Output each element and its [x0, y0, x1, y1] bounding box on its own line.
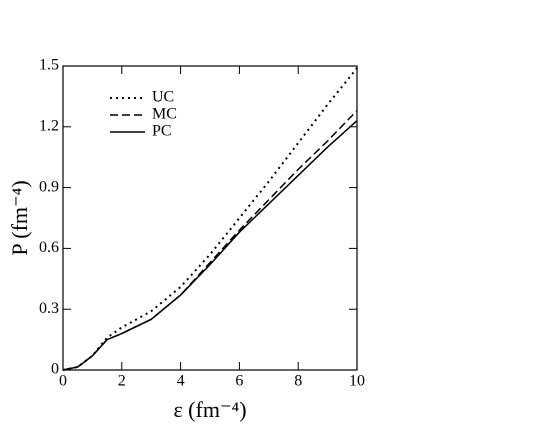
- x-tick-label: 10: [349, 373, 365, 390]
- x-tick-label: 8: [294, 373, 302, 390]
- y-tick-label: 1.2: [39, 117, 59, 134]
- y-tick-label: 0: [51, 361, 59, 378]
- y-tick-label: 0.6: [39, 239, 59, 256]
- y-axis-label: P (fm⁻⁴): [7, 180, 32, 255]
- x-tick-label: 2: [118, 373, 126, 390]
- y-tick-label: 1.5: [39, 57, 59, 74]
- series-line: [62, 67, 358, 371]
- legend-label: UC: [152, 89, 174, 106]
- x-tick-label: 6: [235, 373, 243, 390]
- x-axis-label: ε (fm⁻⁴): [173, 397, 246, 422]
- plot-frame: [62, 65, 358, 371]
- y-tick-label: 0.9: [39, 178, 59, 195]
- x-tick-label: 4: [177, 373, 185, 390]
- series-line: [62, 110, 358, 371]
- legend-label: PC: [152, 123, 172, 140]
- series-line: [62, 120, 358, 371]
- x-tick-label: 0: [59, 373, 67, 390]
- legend-label: MC: [152, 106, 177, 123]
- y-tick-label: 0.3: [39, 300, 59, 317]
